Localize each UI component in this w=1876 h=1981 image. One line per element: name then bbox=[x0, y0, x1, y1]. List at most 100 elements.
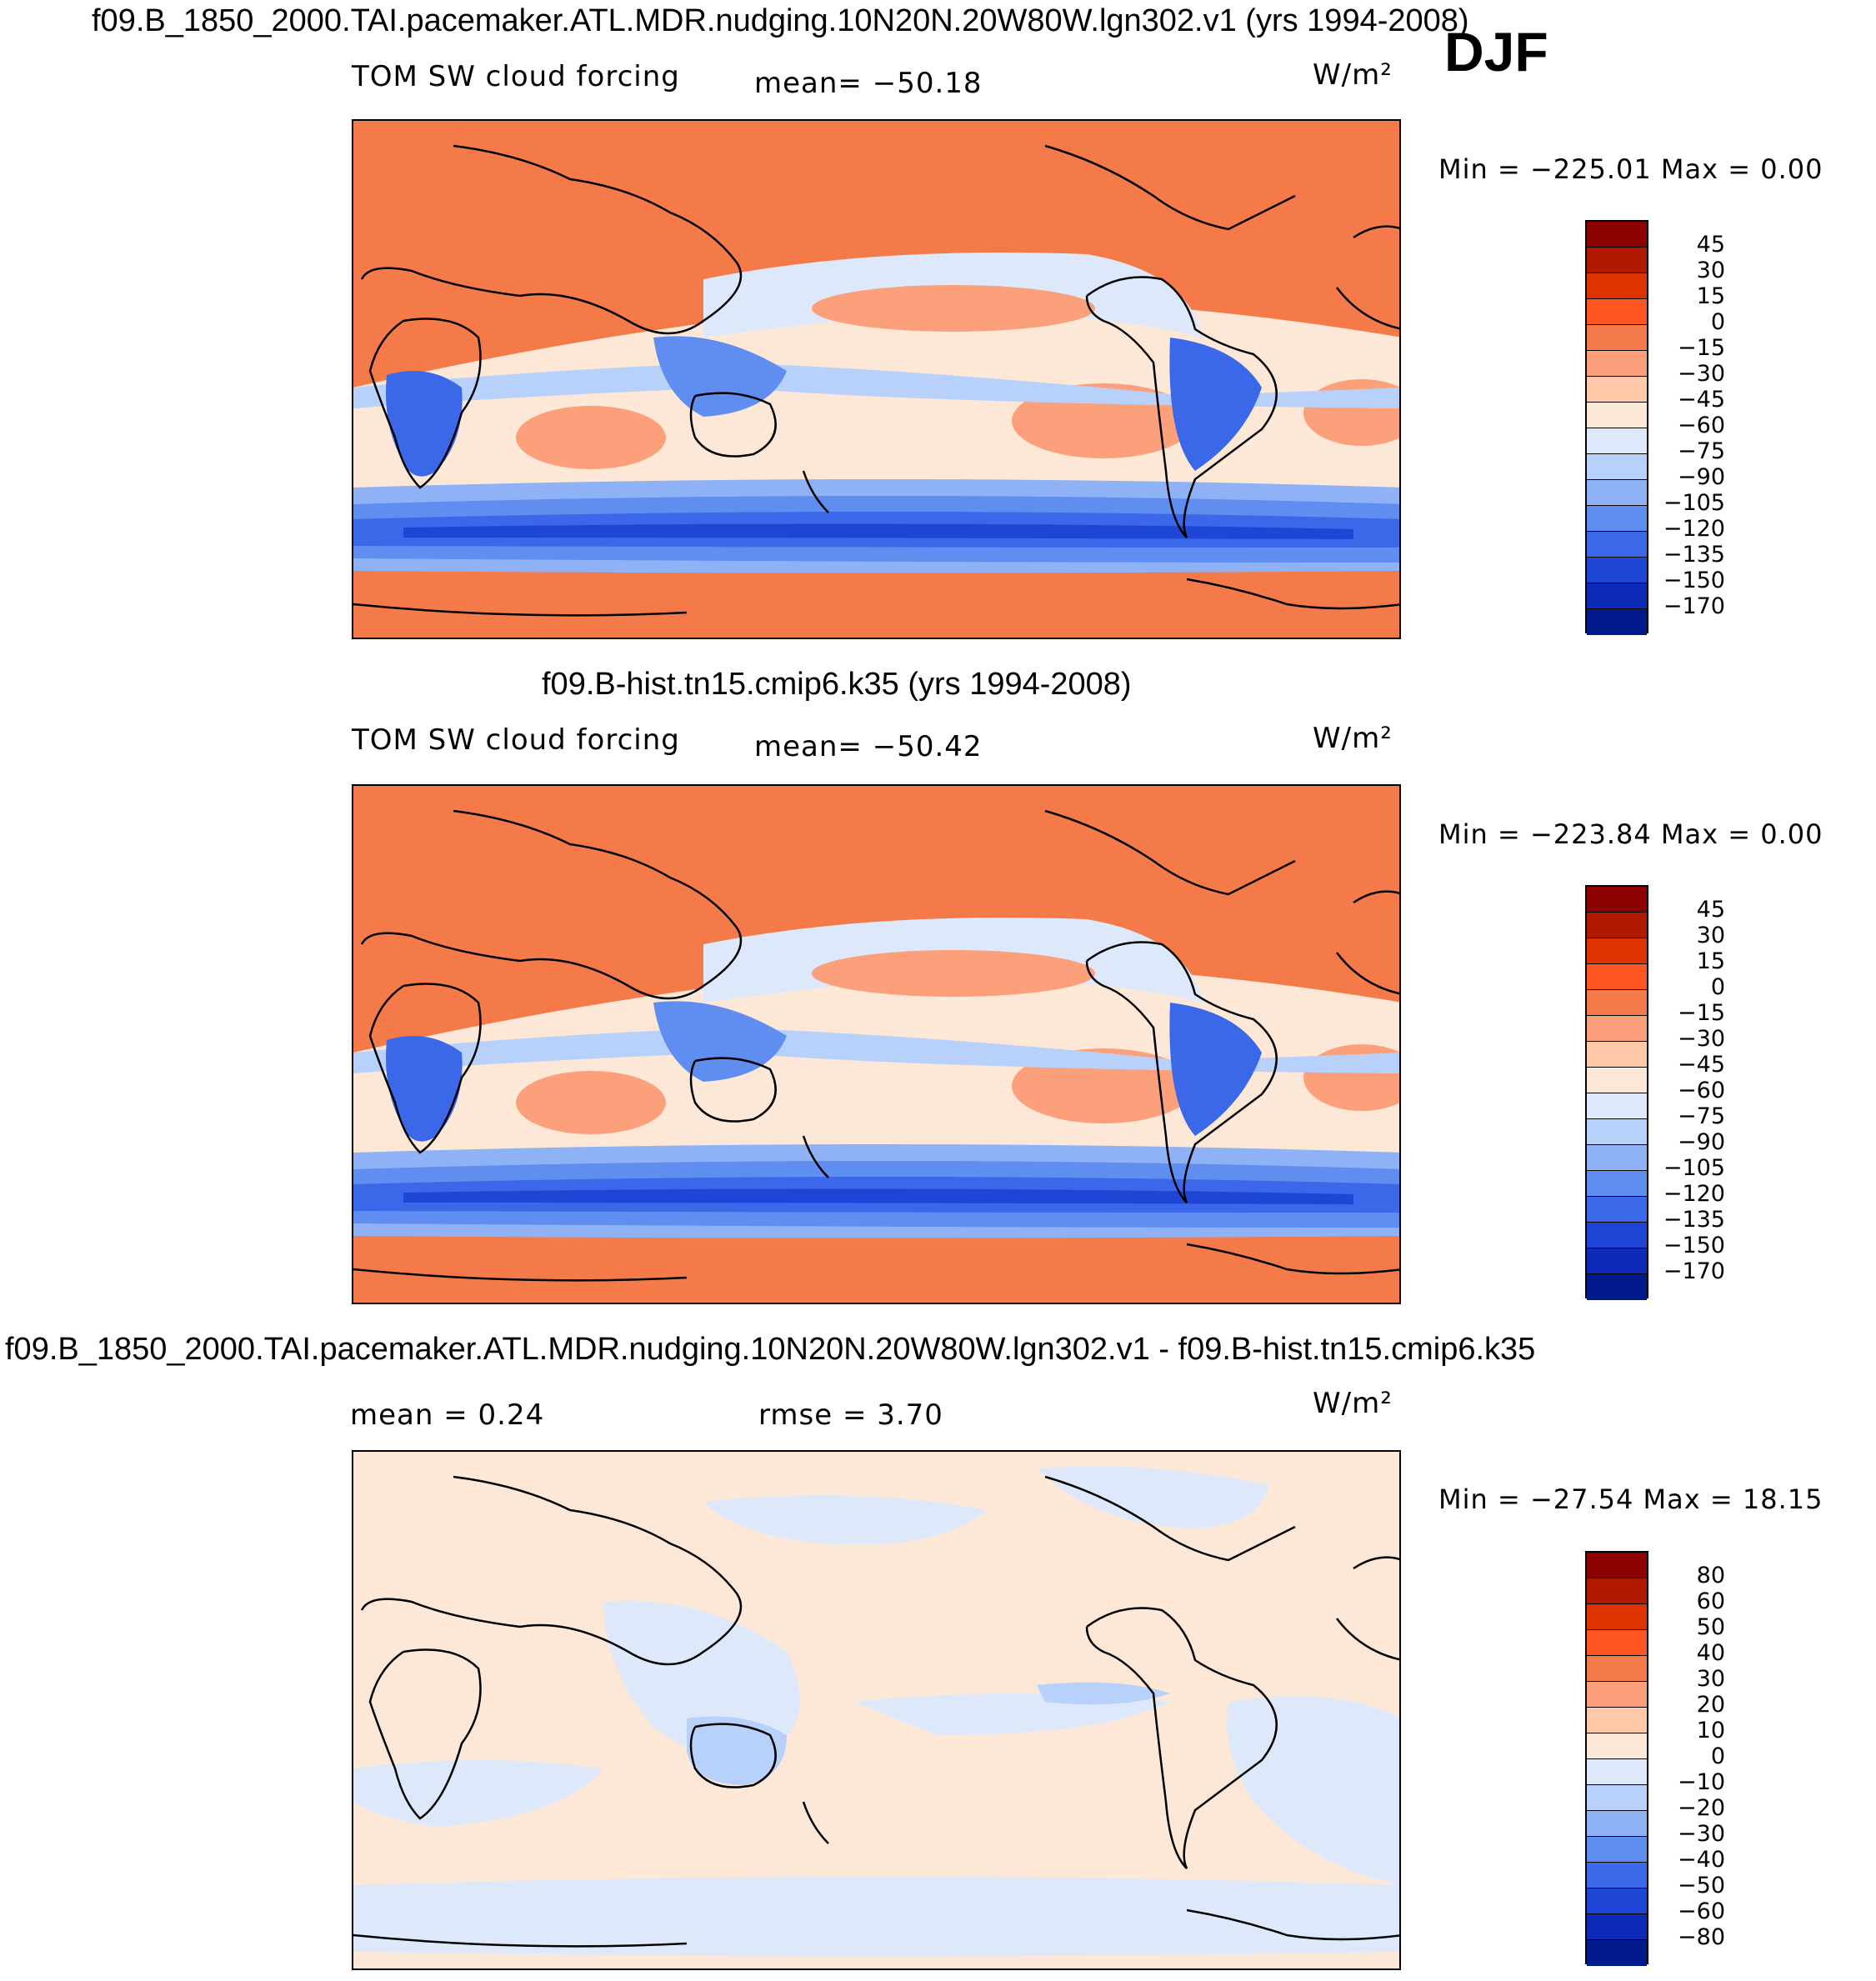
cbar-swatch bbox=[1587, 248, 1647, 273]
panel1-minmax: Min = −225.01 Max = 0.00 bbox=[1438, 153, 1823, 185]
cbar-swatch bbox=[1587, 428, 1647, 454]
cbar-swatch bbox=[1587, 351, 1647, 377]
cbar-label: 80 bbox=[1696, 1563, 1725, 1588]
cbar-label: −60 bbox=[1678, 1078, 1725, 1103]
cbar-swatch bbox=[1587, 887, 1647, 913]
cbar-label: −135 bbox=[1663, 1207, 1725, 1233]
cbar-label: −75 bbox=[1678, 438, 1725, 464]
cbar-label: 15 bbox=[1696, 283, 1725, 309]
cbar-label: −105 bbox=[1663, 490, 1725, 516]
cbar-swatch bbox=[1587, 1248, 1647, 1274]
cbar-swatch bbox=[1587, 583, 1647, 609]
cbar-swatch bbox=[1587, 1223, 1647, 1248]
cbar-label: −170 bbox=[1663, 593, 1725, 619]
cbar-swatch bbox=[1587, 1604, 1647, 1630]
cbar-swatch bbox=[1587, 1940, 1647, 1966]
cbar-swatch bbox=[1587, 1888, 1647, 1914]
cbar-swatch bbox=[1587, 454, 1647, 480]
cbar-label: −15 bbox=[1678, 335, 1725, 361]
cbar-swatch bbox=[1587, 1093, 1647, 1119]
coastlines bbox=[353, 144, 1399, 617]
cbar-swatch bbox=[1587, 480, 1647, 506]
panel2-title: f09.B-hist.tn15.cmip6.k35 (yrs 1994-2008… bbox=[542, 667, 1132, 702]
panel3-mean: mean = 0.24 bbox=[350, 1398, 545, 1432]
cbar-swatch bbox=[1587, 1274, 1647, 1300]
cbar-label: −120 bbox=[1663, 516, 1725, 542]
cbar-label: −15 bbox=[1678, 1000, 1725, 1026]
cbar-swatch bbox=[1587, 273, 1647, 299]
cbar-swatch bbox=[1587, 558, 1647, 583]
season-label: DJF bbox=[1444, 21, 1548, 83]
negative-anomaly-atlantic bbox=[1227, 1696, 1399, 1885]
cbar-swatch bbox=[1587, 1837, 1647, 1863]
negative-anomaly-central-pacific bbox=[1037, 1682, 1170, 1705]
negative-anomaly-west-pacific bbox=[603, 1600, 800, 1757]
negative-anomaly-southern bbox=[353, 1877, 1399, 1956]
cbar-swatch bbox=[1587, 1016, 1647, 1042]
cbar-label: −90 bbox=[1678, 1129, 1725, 1155]
north-pacific-stratus bbox=[812, 285, 1095, 332]
antarctica bbox=[353, 1253, 1399, 1303]
cbar-swatch bbox=[1587, 1068, 1647, 1093]
cbar-label: −10 bbox=[1678, 1769, 1725, 1795]
cbar-label: 50 bbox=[1696, 1614, 1725, 1640]
itcz-band bbox=[353, 363, 1399, 408]
panel3-map bbox=[352, 1450, 1401, 1970]
panel2-units: W/m² bbox=[1313, 722, 1393, 755]
cbar-label: −30 bbox=[1678, 1026, 1725, 1052]
cbar-label: 20 bbox=[1696, 1692, 1725, 1718]
panel3-title: f09.B_1850_2000.TAI.pacemaker.ATL.MDR.nu… bbox=[5, 1332, 1536, 1367]
cbar-swatch bbox=[1587, 1553, 1647, 1578]
south-america-convection bbox=[1169, 338, 1262, 471]
cbar-swatch bbox=[1587, 1733, 1647, 1759]
cbar-swatch bbox=[1587, 938, 1647, 964]
negative-anomaly-australia bbox=[687, 1716, 787, 1785]
cbar-swatch bbox=[1587, 1811, 1647, 1837]
cbar-swatch bbox=[1587, 377, 1647, 403]
south-america-convection bbox=[1169, 1003, 1262, 1136]
cbar-swatch bbox=[1587, 1630, 1647, 1656]
cbar-label: −60 bbox=[1678, 1898, 1725, 1924]
cbar-label: −170 bbox=[1663, 1258, 1725, 1284]
panel1-variable: TOM SW cloud forcing bbox=[352, 60, 680, 93]
cbar-label: −80 bbox=[1678, 1924, 1725, 1950]
cbar-swatch bbox=[1587, 1682, 1647, 1708]
cbar-swatch bbox=[1587, 1863, 1647, 1888]
panel2-colorbar bbox=[1585, 885, 1648, 1300]
cbar-swatch bbox=[1587, 222, 1647, 248]
southern-ocean-max bbox=[403, 1188, 1353, 1204]
cbar-swatch bbox=[1587, 532, 1647, 558]
antarctica bbox=[353, 588, 1399, 638]
cbar-label: −90 bbox=[1678, 464, 1725, 490]
africa-convection bbox=[386, 1036, 463, 1142]
panel1-title: f09.B_1850_2000.TAI.pacemaker.ATL.MDR.nu… bbox=[92, 3, 1469, 38]
cbar-swatch bbox=[1587, 990, 1647, 1016]
cbar-swatch bbox=[1587, 1119, 1647, 1145]
cbar-label: −150 bbox=[1663, 1233, 1725, 1258]
cbar-label: 60 bbox=[1696, 1588, 1725, 1614]
cbar-label: 30 bbox=[1696, 923, 1725, 948]
panel3-units: W/m² bbox=[1313, 1387, 1393, 1420]
cbar-swatch bbox=[1587, 1145, 1647, 1171]
se-atlantic-stratus bbox=[516, 1071, 666, 1134]
cbar-label: 40 bbox=[1696, 1640, 1725, 1666]
cbar-label: −45 bbox=[1678, 1052, 1725, 1078]
coastlines bbox=[353, 809, 1399, 1282]
cbar-label: −60 bbox=[1678, 413, 1725, 438]
cbar-swatch bbox=[1587, 1656, 1647, 1682]
southern-ocean-max bbox=[403, 523, 1353, 539]
cbar-swatch bbox=[1587, 325, 1647, 351]
panel2-mean: mean= −50.42 bbox=[754, 730, 983, 763]
cbar-swatch bbox=[1587, 506, 1647, 532]
cbar-label: −40 bbox=[1678, 1847, 1725, 1873]
panel1-colorbar bbox=[1585, 220, 1648, 635]
panel3-rmse: rmse = 3.70 bbox=[758, 1398, 943, 1432]
coastlines bbox=[353, 1475, 1399, 1948]
cbar-swatch bbox=[1587, 964, 1647, 990]
cbar-label: 45 bbox=[1696, 232, 1725, 258]
panel1-mean: mean= −50.18 bbox=[754, 67, 983, 100]
cbar-swatch bbox=[1587, 1042, 1647, 1068]
panel3-colorbar bbox=[1585, 1551, 1648, 1966]
cbar-swatch bbox=[1587, 1759, 1647, 1785]
cbar-swatch bbox=[1587, 1171, 1647, 1197]
